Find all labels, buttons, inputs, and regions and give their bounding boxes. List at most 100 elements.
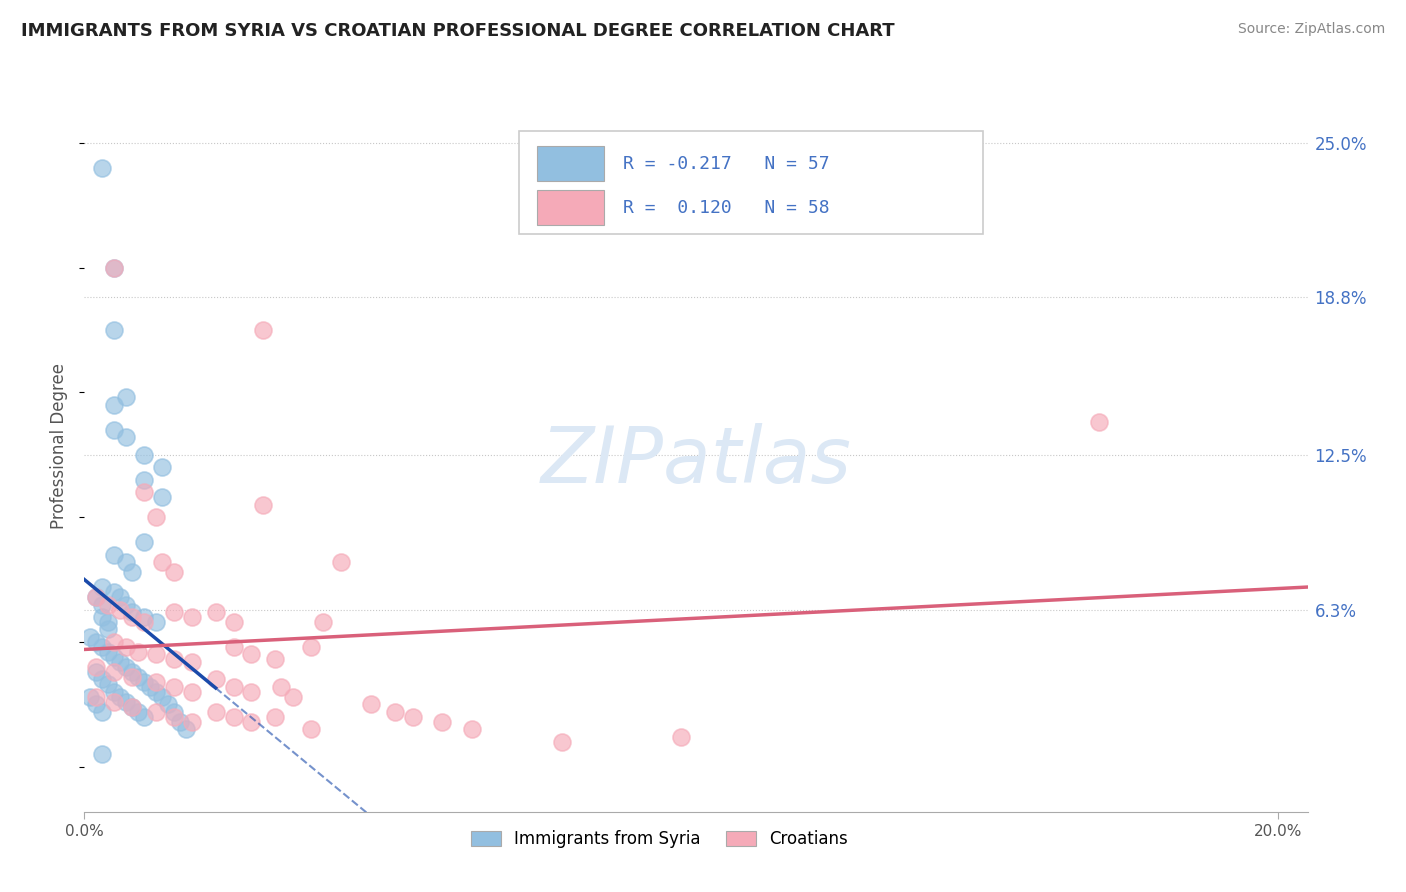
- Point: [103, 685, 125, 699]
- Point: [121, 670, 143, 684]
- Point: [180, 610, 202, 624]
- Point: [115, 390, 138, 404]
- Point: [91, 705, 114, 719]
- Point: [139, 680, 162, 694]
- Point: [163, 705, 186, 719]
- Point: [91, 673, 114, 687]
- Point: [91, 640, 114, 654]
- Point: [163, 605, 186, 619]
- Point: [299, 723, 322, 737]
- Point: [145, 685, 167, 699]
- Text: ZIPatlas: ZIPatlas: [540, 423, 852, 499]
- Point: [329, 555, 352, 569]
- Point: [127, 705, 149, 719]
- Point: [461, 723, 484, 737]
- Point: [145, 705, 167, 719]
- Point: [97, 645, 120, 659]
- Point: [222, 710, 245, 724]
- Point: [283, 690, 305, 704]
- Point: [103, 635, 125, 649]
- Point: [103, 585, 125, 599]
- Point: [103, 695, 125, 709]
- Point: [91, 610, 114, 624]
- Point: [240, 714, 263, 729]
- Point: [79, 630, 101, 644]
- Point: [84, 590, 107, 604]
- Point: [180, 685, 202, 699]
- Point: [204, 673, 226, 687]
- Point: [174, 723, 197, 737]
- Point: [264, 710, 287, 724]
- Point: [240, 648, 263, 662]
- Point: [360, 698, 382, 712]
- Point: [97, 623, 120, 637]
- Point: [103, 323, 125, 337]
- Point: [115, 598, 138, 612]
- Point: [97, 598, 120, 612]
- Point: [103, 398, 125, 412]
- Point: [115, 430, 138, 444]
- Point: [84, 660, 107, 674]
- Point: [169, 714, 191, 729]
- Point: [145, 510, 167, 524]
- Point: [145, 615, 167, 629]
- Point: [132, 535, 155, 549]
- Point: [204, 705, 226, 719]
- Point: [222, 615, 245, 629]
- Point: [264, 652, 287, 666]
- Point: [108, 602, 131, 616]
- Point: [163, 710, 186, 724]
- Point: [222, 680, 245, 694]
- Point: [127, 645, 149, 659]
- Point: [432, 714, 454, 729]
- Text: R =  0.120   N = 58: R = 0.120 N = 58: [623, 199, 830, 217]
- Y-axis label: Professional Degree: Professional Degree: [51, 363, 69, 529]
- Point: [132, 473, 155, 487]
- Point: [97, 615, 120, 629]
- Point: [127, 670, 149, 684]
- Point: [121, 605, 143, 619]
- Point: [84, 690, 107, 704]
- Point: [115, 555, 138, 569]
- Point: [97, 677, 120, 691]
- Point: [156, 698, 179, 712]
- Point: [103, 423, 125, 437]
- Point: [121, 565, 143, 579]
- Text: R = -0.217   N = 57: R = -0.217 N = 57: [623, 154, 830, 173]
- Point: [299, 640, 322, 654]
- Point: [132, 485, 155, 500]
- Legend: Immigrants from Syria, Croatians: Immigrants from Syria, Croatians: [464, 823, 855, 855]
- Point: [115, 695, 138, 709]
- Point: [108, 690, 131, 704]
- Point: [669, 730, 692, 744]
- Point: [150, 490, 173, 504]
- Point: [180, 714, 202, 729]
- Point: [312, 615, 335, 629]
- Point: [204, 605, 226, 619]
- Point: [103, 665, 125, 679]
- Point: [108, 590, 131, 604]
- Point: [91, 580, 114, 594]
- Point: [121, 665, 143, 679]
- Point: [91, 161, 114, 175]
- Point: [84, 698, 107, 712]
- Point: [1087, 415, 1109, 429]
- Point: [163, 680, 186, 694]
- Point: [121, 699, 143, 714]
- FancyBboxPatch shape: [537, 190, 605, 225]
- Point: [252, 498, 274, 512]
- Point: [401, 710, 423, 724]
- Point: [132, 710, 155, 724]
- Point: [91, 747, 114, 762]
- FancyBboxPatch shape: [519, 131, 983, 234]
- Point: [222, 640, 245, 654]
- Point: [551, 735, 574, 749]
- Point: [132, 615, 155, 629]
- Point: [163, 565, 186, 579]
- Point: [270, 680, 292, 694]
- Point: [180, 655, 202, 669]
- Text: Source: ZipAtlas.com: Source: ZipAtlas.com: [1237, 22, 1385, 37]
- Point: [108, 655, 131, 669]
- Point: [150, 690, 173, 704]
- Point: [84, 635, 107, 649]
